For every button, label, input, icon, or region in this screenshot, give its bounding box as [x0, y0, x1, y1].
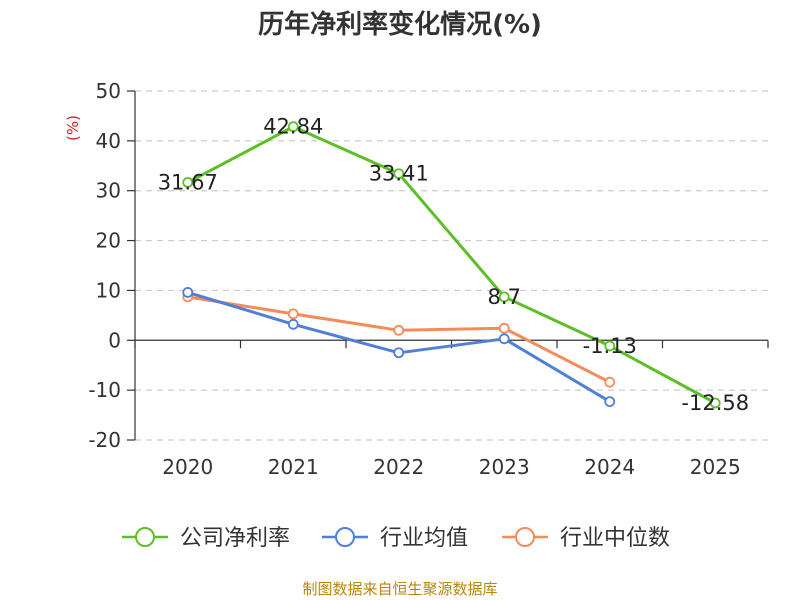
- y-tick-label: 20: [96, 229, 121, 253]
- data-point[interactable]: [287, 318, 299, 330]
- data-point[interactable]: [393, 324, 405, 336]
- series-lines: [182, 121, 721, 409]
- axes: [127, 90, 769, 441]
- y-tick-labels: 50 40 30 20 10 0 -10 -20: [88, 79, 121, 452]
- data-point[interactable]: [287, 121, 299, 133]
- data-point[interactable]: [182, 287, 194, 298]
- data-point[interactable]: [287, 308, 299, 320]
- data-point[interactable]: [393, 347, 405, 359]
- x-tick-label: 2024: [584, 455, 635, 479]
- series-公司净利率: [182, 121, 721, 409]
- source-footer: 制图数据来自恒生聚源数据库: [302, 580, 498, 598]
- data-label: -12.58: [681, 391, 749, 415]
- legend: 公司净利率 行业均值 行业中位数: [122, 526, 670, 551]
- legend-label: 行业均值: [380, 526, 468, 551]
- data-point[interactable]: [604, 396, 616, 408]
- data-label: 42.84: [263, 115, 323, 139]
- series-行业中位数: [182, 291, 616, 388]
- data-label: 31.67: [158, 170, 218, 194]
- y-tick-label: 50: [96, 79, 121, 103]
- legend-label: 公司净利率: [180, 526, 290, 551]
- x-tick-label: 2022: [373, 455, 424, 479]
- grid-lines: [135, 90, 768, 441]
- data-point[interactable]: [604, 340, 616, 352]
- legend-marker: [135, 527, 155, 547]
- series-行业均值: [182, 287, 616, 408]
- data-labels: 31.67 42.84 33.41 8.7 -1.13 -12.58: [158, 115, 749, 415]
- series-line: [187, 295, 611, 384]
- data-point[interactable]: [498, 322, 510, 334]
- data-point[interactable]: [604, 376, 616, 388]
- x-tick-label: 2021: [268, 455, 319, 479]
- data-point[interactable]: [709, 397, 721, 409]
- data-point[interactable]: [182, 176, 194, 188]
- data-label: 8.7: [488, 285, 521, 309]
- legend-marker: [335, 527, 355, 547]
- legend-item[interactable]: 公司净利率: [122, 526, 290, 551]
- data-label: -1.13: [583, 334, 637, 358]
- data-point[interactable]: [498, 291, 510, 303]
- y-tick-label: 40: [96, 129, 121, 153]
- legend-item[interactable]: 行业中位数: [502, 526, 670, 551]
- data-point[interactable]: [498, 333, 510, 345]
- data-point[interactable]: [393, 168, 405, 180]
- legend-label: 行业中位数: [560, 526, 670, 551]
- y-tick-label: 30: [96, 179, 121, 203]
- x-tick-labels: 2020 2021 2022 2023 2024 2025: [162, 455, 740, 479]
- y-tick-label: 0: [108, 328, 121, 352]
- legend-item[interactable]: 行业均值: [322, 526, 468, 551]
- data-label: 33.41: [369, 162, 429, 186]
- y-tick-label: 10: [96, 278, 121, 302]
- x-tick-label: 2020: [162, 455, 213, 479]
- y-tick-label: -10: [88, 378, 121, 402]
- x-tick-label: 2025: [690, 455, 741, 479]
- legend-marker: [515, 527, 535, 547]
- x-tick-label: 2023: [479, 455, 530, 479]
- y-tick-label: -20: [88, 428, 121, 452]
- series-line: [187, 290, 611, 403]
- chart-title: 历年净利率变化情况(%): [258, 10, 542, 40]
- y-axis-label: (%): [64, 115, 82, 141]
- series-line: [187, 125, 717, 405]
